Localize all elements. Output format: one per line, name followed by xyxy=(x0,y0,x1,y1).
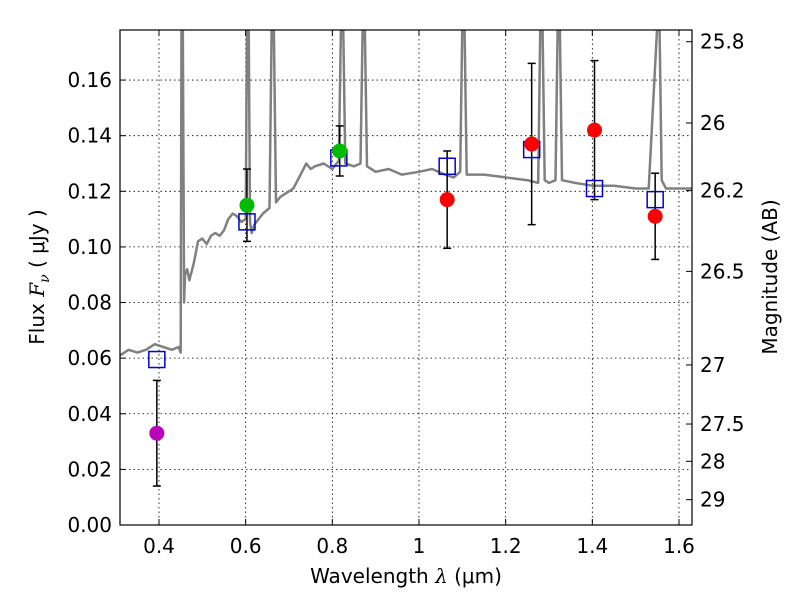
observed-flux-point xyxy=(647,208,663,224)
y-axis-title: Flux Fν ( μJy ) xyxy=(25,209,53,344)
y-tick-label: 0.16 xyxy=(67,68,112,92)
observed-flux-point xyxy=(587,122,602,138)
model-photometry-square xyxy=(148,350,166,369)
x-axis-ticks: 0.4 0.6 0.8 1 1.2 1.4 1.6 xyxy=(143,30,695,558)
markers xyxy=(148,122,664,441)
x-tick-label: 0.8 xyxy=(316,534,348,558)
x-tick-label: 1.6 xyxy=(663,534,695,558)
model-photometry-square xyxy=(238,213,256,231)
y2-tick-label: 27 xyxy=(700,353,725,377)
x-tick-label: 1.2 xyxy=(490,534,522,558)
y-tick-label: 0.06 xyxy=(67,346,112,370)
y2-axis-title: Magnitude (AB) xyxy=(758,199,782,354)
y2-tick-label: 25.8 xyxy=(700,30,745,54)
y-tick-label: 0.10 xyxy=(67,235,112,259)
y-tick-label: 0.12 xyxy=(67,179,112,203)
y2-tick-label: 27.5 xyxy=(700,412,745,436)
plot-background xyxy=(120,30,692,525)
plot-frame xyxy=(119,29,693,526)
model-spectrum-line xyxy=(120,30,692,357)
model-photometry-square xyxy=(585,179,604,198)
x-tick-label: 0.4 xyxy=(143,534,175,558)
y-tick-label: 0.02 xyxy=(67,457,112,481)
x-tick-label: 1.4 xyxy=(576,534,608,558)
grid xyxy=(120,30,692,526)
y2-tick-label: 26.2 xyxy=(700,179,745,203)
y2-tick-label: 26 xyxy=(700,111,725,135)
y2-tick-label: 26.5 xyxy=(700,259,745,283)
model-photometry-square xyxy=(438,157,456,176)
observed-flux-point xyxy=(149,425,165,441)
observed-flux-point xyxy=(524,136,540,152)
observed-flux-point xyxy=(439,192,455,208)
model-photometry-square xyxy=(646,190,664,209)
y-axis-ticks: 0.00 0.02 0.04 0.06 0.08 0.10 0.12 0.14 0.16 xyxy=(67,68,126,537)
observed-flux-point xyxy=(239,197,255,213)
x-tick-label: 1 xyxy=(413,534,426,558)
observed-flux-point xyxy=(332,143,348,159)
y2-tick-label: 28 xyxy=(700,449,725,473)
y-tick-label: 0.08 xyxy=(67,291,112,315)
x-tick-label: 0.6 xyxy=(230,534,262,558)
y-tick-label: 0.00 xyxy=(67,513,112,537)
x-axis-title: Wavelength λ (μm) xyxy=(310,564,502,588)
y-tick-label: 0.14 xyxy=(67,124,112,148)
y-tick-label: 0.04 xyxy=(67,402,112,426)
y2-axis-ticks: 25.8 26 26.2 26.5 27 27.5 28 29 xyxy=(686,30,745,512)
data-layer xyxy=(120,30,692,357)
y2-tick-label: 29 xyxy=(700,488,725,512)
